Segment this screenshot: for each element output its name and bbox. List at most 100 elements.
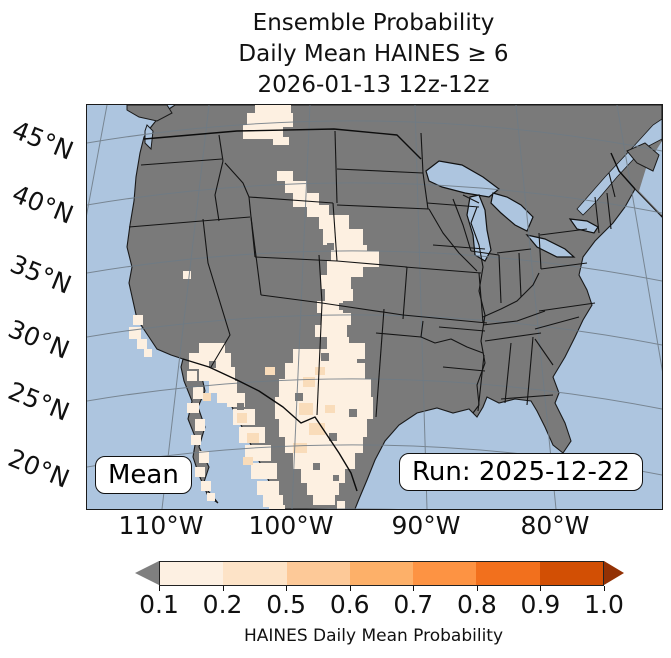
probability-cell-low xyxy=(133,315,143,325)
probability-cell-low xyxy=(199,343,225,355)
probability-cell-low xyxy=(255,105,291,115)
probability-cell-low xyxy=(137,339,147,349)
probability-cell-low xyxy=(279,379,371,399)
lon-tick-label: 90°W xyxy=(391,511,461,540)
colorbar-tick-mark xyxy=(476,586,478,591)
colorbar-title: HAINES Daily Mean Probability xyxy=(243,626,504,646)
probability-cell-masked xyxy=(313,463,320,470)
figure-title-line-1: Ensemble Probability xyxy=(252,10,495,36)
probability-cell-low xyxy=(199,367,235,381)
colorbar xyxy=(135,561,624,586)
probability-cell-low xyxy=(257,481,279,495)
probability-cell-mid xyxy=(203,393,211,401)
colorbar-tick-label: 0.8 xyxy=(456,590,497,619)
probability-cell-low xyxy=(307,205,329,217)
colorbar-segment xyxy=(223,562,287,585)
lat-tick-label: 20°N xyxy=(4,443,74,494)
colorbar-tick-label: 0.7 xyxy=(393,590,434,619)
probability-cell-low xyxy=(327,261,363,277)
run-date-badge: Run: 2025-12-22 xyxy=(399,453,643,491)
probability-overlay xyxy=(129,105,379,509)
colorbar-tick-label: 0.6 xyxy=(329,590,370,619)
probability-cell-low xyxy=(195,419,205,431)
colorbar-under-arrow xyxy=(135,561,159,585)
mean-badge: Mean xyxy=(95,456,192,494)
colorbar-tick-mark xyxy=(540,586,542,591)
probability-cell-mid xyxy=(243,457,253,465)
probability-cell-low xyxy=(313,495,335,505)
graticule-lines xyxy=(87,105,662,509)
colorbar-segment xyxy=(286,562,350,585)
colorbar-tick-label: 0.1 xyxy=(139,590,179,619)
probability-cell-low xyxy=(263,495,283,507)
probability-cell-masked xyxy=(329,433,337,441)
lon-tick-label: 110°W xyxy=(118,511,204,540)
probability-cell-low xyxy=(293,453,355,469)
lat-tick-label: 25°N xyxy=(4,376,74,427)
probability-cell-low xyxy=(337,501,345,509)
colorbar-tick-mark xyxy=(604,586,605,591)
probability-cell-masked xyxy=(295,393,303,401)
colorbar-over-arrow xyxy=(604,561,624,585)
probability-cell-masked xyxy=(349,409,357,417)
puget-sound-water xyxy=(144,124,154,151)
colorbar-tick-label: 0.2 xyxy=(202,590,243,619)
probability-cell-low xyxy=(191,435,201,445)
probability-cell-low xyxy=(209,381,237,393)
colorbar-tick-labels: 0.1 0.2 0.5 0.6 0.7 0.8 0.9 1.0 xyxy=(139,590,624,619)
probability-cell-low xyxy=(183,271,191,279)
probability-cell-low xyxy=(247,113,293,127)
probability-cell-low xyxy=(269,505,285,509)
probability-cell-low xyxy=(321,275,351,289)
lon-tick-label: 100°W xyxy=(248,511,334,540)
colorbar-tick-mark xyxy=(349,586,351,591)
nova-scotia-land xyxy=(626,142,660,172)
colorbar-tick-label: 0.5 xyxy=(266,590,307,619)
probability-cell-mid xyxy=(237,413,247,423)
st-lawrence-water xyxy=(576,118,662,216)
probability-cell-mid xyxy=(293,443,307,453)
probability-cell-low xyxy=(193,387,203,399)
probability-cell-low xyxy=(243,125,283,139)
figure-title-line-3: 2026-01-13 12z-12z xyxy=(257,72,490,98)
probability-cell-mid xyxy=(325,405,335,413)
probability-cell-mid xyxy=(265,367,275,375)
probability-cell-low xyxy=(201,481,211,491)
probability-cell-masked xyxy=(327,243,334,250)
colorbar-tick-label: 0.9 xyxy=(520,590,561,619)
lat-tick-label: 45°N xyxy=(8,115,78,166)
probability-cell-low xyxy=(321,313,351,325)
probability-cell-low xyxy=(285,181,307,193)
figure-title-line-2: Daily Mean HAINES ≥ 6 xyxy=(238,41,509,67)
lon-tick-label: 80°W xyxy=(520,511,590,540)
probability-cell-mid xyxy=(247,433,259,443)
colorbar-tick-mark xyxy=(413,586,415,591)
colorbar-tick-mark xyxy=(222,586,224,591)
probability-cell-low xyxy=(327,337,349,349)
lat-tick-label: 35°N xyxy=(6,249,76,300)
probability-cell-low xyxy=(325,289,353,301)
probability-cell-masked xyxy=(237,403,244,410)
lat-tick-label: 40°N xyxy=(8,179,78,230)
probability-cell-low xyxy=(277,171,293,181)
colorbar-segment xyxy=(413,562,477,585)
probability-cell-low xyxy=(195,467,205,477)
probability-cell-mid xyxy=(315,367,325,375)
probability-cell-low xyxy=(317,301,343,313)
probability-cell-mid xyxy=(299,403,313,415)
lat-tick-label: 30°N xyxy=(4,314,74,365)
map-svg xyxy=(87,105,662,509)
state-borders xyxy=(128,130,616,418)
probability-cell-low xyxy=(187,403,199,413)
probability-cell-low xyxy=(199,451,209,463)
probability-cell-low xyxy=(307,483,339,495)
colorbar-ticks xyxy=(159,586,605,592)
probability-cell-low xyxy=(273,137,289,145)
probability-cell-low xyxy=(315,325,347,337)
probability-cell-low xyxy=(323,229,363,245)
probability-cell-low xyxy=(275,397,373,419)
colorbar-tick-label: 1.0 xyxy=(584,590,624,619)
national-borders xyxy=(143,128,636,492)
colorbar-tick-mark xyxy=(159,586,160,591)
